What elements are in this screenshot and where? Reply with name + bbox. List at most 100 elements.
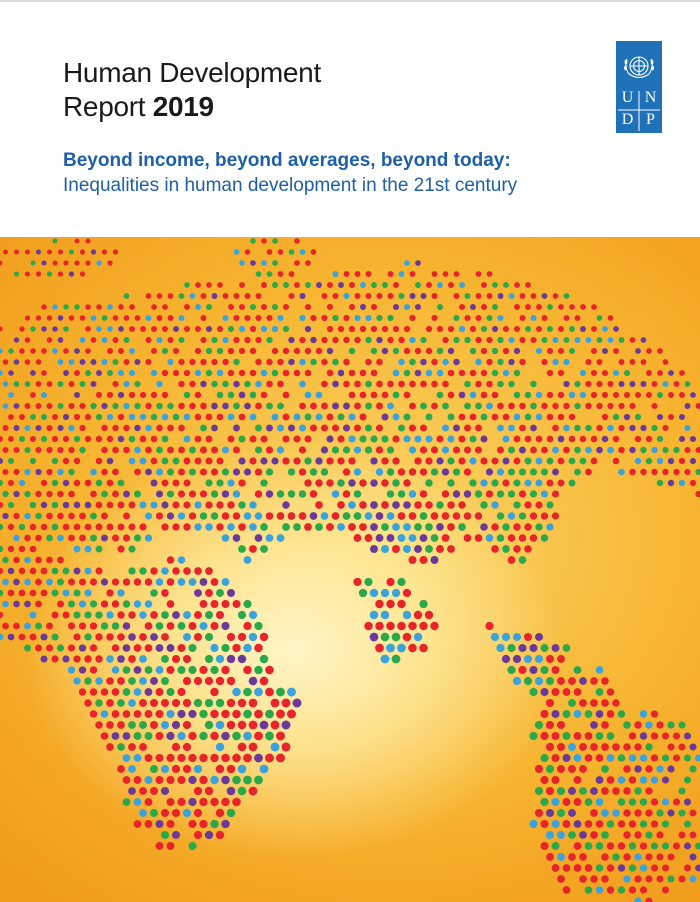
map-dot [107, 260, 113, 266]
map-dot [101, 512, 108, 520]
map-dot [134, 490, 141, 498]
map-dot [205, 611, 213, 619]
map-dot [188, 468, 197, 476]
map-dot [508, 402, 515, 410]
map-dot [409, 336, 416, 344]
map-dot [232, 599, 241, 609]
map-dot [502, 413, 510, 421]
map-dot [606, 732, 615, 740]
map-dot [590, 875, 598, 883]
map-dot [189, 446, 196, 454]
map-dot [18, 523, 26, 531]
map-dot [266, 271, 273, 277]
map-dot [326, 479, 334, 487]
map-dot [342, 468, 351, 476]
map-dot [161, 567, 169, 575]
map-dot [255, 271, 262, 277]
map-dot [408, 468, 417, 476]
map-dot [100, 710, 109, 718]
map-dot [552, 468, 559, 476]
map-dot [397, 512, 406, 520]
map-dot [2, 622, 9, 630]
map-dot [237, 698, 247, 708]
map-dot [628, 798, 637, 806]
map-dot [29, 589, 37, 597]
map-dot [46, 249, 53, 255]
map-dot [595, 798, 604, 806]
map-dot [292, 698, 302, 708]
map-dot [645, 809, 653, 817]
map-dot [155, 842, 164, 850]
map-dot [409, 292, 416, 300]
map-dot [206, 282, 212, 288]
map-dot [189, 402, 196, 410]
map-dot [68, 424, 75, 432]
map-dot [239, 260, 245, 266]
map-dot [237, 654, 247, 664]
map-dot [534, 654, 544, 664]
map-dot [248, 742, 258, 752]
map-dot [623, 765, 631, 773]
map-dot [248, 720, 258, 730]
map-dot [403, 479, 411, 487]
map-dot [436, 501, 444, 509]
map-dot [270, 698, 280, 708]
map-dot [568, 677, 576, 685]
map-dot [464, 380, 471, 388]
map-dot [172, 501, 180, 509]
map-dot [233, 336, 240, 344]
map-dot [100, 534, 109, 542]
map-dot [211, 446, 218, 454]
map-dot [172, 611, 180, 619]
map-dot [574, 337, 581, 343]
map-dot [370, 303, 378, 311]
map-dot [62, 589, 70, 597]
map-dot [260, 545, 268, 553]
map-dot [95, 369, 103, 377]
map-dot [205, 435, 213, 443]
map-dot [222, 314, 229, 322]
map-dot [243, 775, 252, 785]
map-dot [260, 369, 268, 377]
map-dot [118, 326, 124, 332]
map-dot [139, 567, 147, 575]
map-dot [618, 468, 625, 476]
map-dot [595, 842, 604, 850]
map-dot [556, 764, 566, 774]
map-dot [684, 446, 691, 454]
map-dot [40, 589, 48, 597]
map-dot [541, 293, 548, 299]
map-dot [8, 348, 14, 354]
map-dot [381, 523, 389, 531]
map-dot [590, 457, 598, 465]
map-dot [216, 369, 224, 377]
map-dot [233, 424, 240, 432]
map-dot [144, 666, 153, 674]
map-dot [13, 425, 20, 431]
map-dot [100, 622, 109, 630]
map-dot [518, 534, 527, 542]
map-dot [458, 369, 466, 377]
map-dot [491, 545, 499, 553]
map-dot [139, 523, 147, 531]
map-dot [95, 655, 103, 663]
map-dot [155, 709, 164, 719]
map-dot [497, 446, 504, 454]
map-dot [248, 786, 258, 796]
map-dot [447, 523, 455, 531]
map-dot [436, 435, 444, 443]
map-dot [634, 831, 642, 839]
map-dot [89, 622, 98, 630]
map-dot [133, 666, 142, 674]
map-dot [309, 468, 318, 476]
map-dot [51, 633, 59, 641]
map-dot [172, 325, 180, 333]
map-dot [370, 325, 378, 333]
map-dot [194, 501, 202, 509]
map-dot [161, 633, 169, 641]
map-dot [35, 468, 42, 476]
map-dot [237, 742, 247, 752]
map-dot [112, 380, 119, 388]
map-dot [95, 611, 103, 619]
map-dot [562, 864, 571, 872]
